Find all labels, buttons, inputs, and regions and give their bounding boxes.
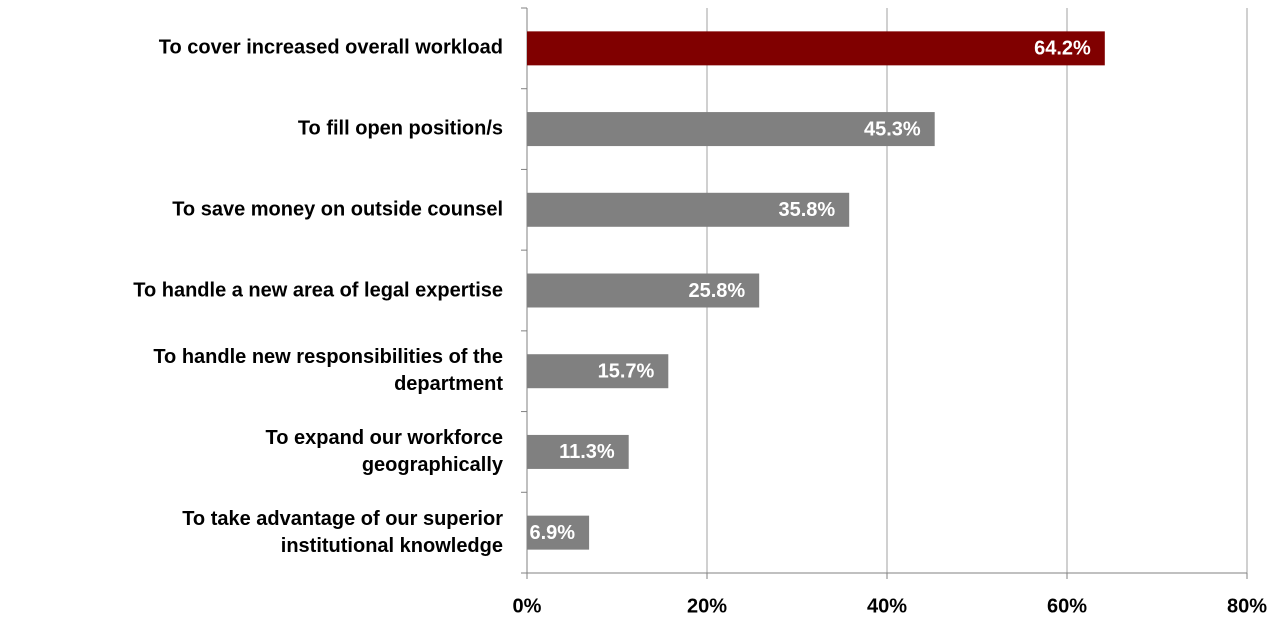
x-tick-label: 20% bbox=[687, 595, 727, 617]
x-tick-label: 0% bbox=[513, 595, 542, 617]
y-tick-label: To expand our workforce geographically bbox=[265, 426, 503, 476]
y-tick-label: To save money on outside counsel bbox=[172, 198, 503, 221]
value-label: 64.2% bbox=[1034, 38, 1091, 60]
y-tick-label: To cover increased overall workload bbox=[158, 36, 503, 59]
x-tick-label: 60% bbox=[1047, 595, 1087, 617]
x-tick-label: 40% bbox=[867, 595, 907, 617]
bar bbox=[527, 192, 850, 227]
y-tick-label: To handle new responsibilities of the de… bbox=[153, 346, 503, 396]
value-label: 35.8% bbox=[778, 199, 835, 221]
bar bbox=[527, 434, 629, 469]
bar bbox=[527, 515, 590, 550]
bar bbox=[527, 112, 935, 147]
bar bbox=[527, 273, 760, 308]
bar bbox=[527, 354, 669, 389]
value-label: 45.3% bbox=[864, 118, 921, 140]
value-label: 11.3% bbox=[559, 441, 615, 463]
bar bbox=[527, 31, 1105, 66]
value-label: 15.7% bbox=[598, 360, 655, 382]
x-tick-label: 80% bbox=[1227, 595, 1267, 617]
value-label: 6.9% bbox=[530, 522, 576, 544]
value-label: 25.8% bbox=[688, 280, 745, 302]
y-tick-label: To take advantage of our superior instit… bbox=[182, 507, 503, 557]
y-tick-label: To fill open position/s bbox=[297, 117, 503, 140]
y-tick-label: To handle a new area of legal expertise bbox=[133, 279, 503, 301]
